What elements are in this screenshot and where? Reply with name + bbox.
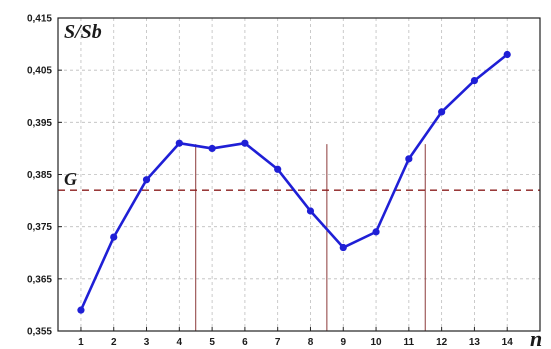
series-group (77, 50, 511, 314)
data-point (208, 144, 216, 153)
data-point (110, 233, 118, 241)
data-point (405, 155, 413, 163)
x-tick-label: 8 (308, 337, 314, 348)
y-axis-label: S/Sb (64, 21, 102, 43)
data-point (77, 306, 85, 314)
x-tick-labels: 1 2 3 4 5 6 7 8 9 10 11 12 13 14 (78, 327, 513, 348)
data-point (142, 176, 151, 184)
x-tick-label: 4 (177, 337, 183, 348)
x-tick-label: 9 (340, 337, 346, 348)
y-tick-label: 0,365 (27, 274, 52, 285)
x-tick-label: 1 (78, 337, 84, 348)
x-axis-label: n (530, 326, 542, 349)
data-point (306, 207, 315, 215)
x-tick-label: 2 (111, 337, 117, 348)
y-tick-label: 0,405 (27, 66, 52, 77)
data-point (372, 228, 380, 236)
grid-lines (58, 17, 540, 332)
data-point (438, 108, 446, 116)
x-tick-label: 13 (469, 337, 481, 348)
x-tick-label: 10 (370, 337, 382, 348)
crossing-markers (195, 144, 426, 331)
y-tick-labels: 0,355 0,365 0,375 0,385 0,395 0,405 0,415 (27, 14, 62, 338)
y-tick-label: 0,395 (27, 118, 52, 129)
x-tick-label: 3 (144, 337, 150, 348)
x-tick-label: 6 (242, 337, 248, 348)
data-point (274, 165, 282, 173)
x-tick-label: 11 (404, 337, 415, 348)
threshold-label: G (64, 169, 77, 189)
y-tick-label: 0,385 (27, 170, 52, 181)
x-tick-label: 14 (502, 337, 514, 348)
data-point (175, 139, 183, 147)
data-point (339, 243, 347, 252)
data-point (503, 50, 511, 59)
y-tick-label: 0,415 (27, 14, 52, 25)
y-tick-label: 0,355 (27, 327, 52, 338)
x-tick-label: 5 (209, 337, 215, 348)
x-tick-label: 12 (436, 337, 448, 348)
y-tick-label: 0,375 (27, 222, 52, 233)
series-line (79, 53, 509, 311)
x-tick-label: 7 (275, 337, 281, 348)
data-point (470, 77, 479, 85)
data-point (241, 139, 249, 147)
